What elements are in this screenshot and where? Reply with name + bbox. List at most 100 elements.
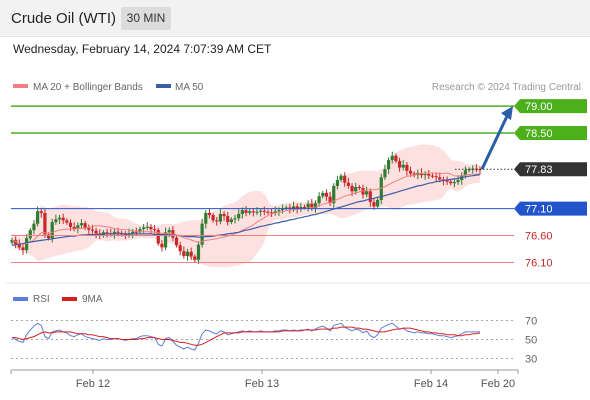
- candle-body: [226, 216, 230, 223]
- candle: [163, 227, 168, 251]
- candle: [28, 227, 32, 241]
- candle-body: [116, 231, 120, 233]
- candle: [412, 171, 416, 178]
- candle-body: [313, 203, 318, 209]
- candle: [94, 227, 98, 239]
- candle-body: [262, 210, 266, 212]
- candle-body: [87, 227, 91, 230]
- rsi-ma-legend-label: 9MA: [82, 294, 103, 305]
- candle: [259, 207, 263, 217]
- candle-body: [295, 206, 299, 209]
- candle-body: [302, 206, 307, 208]
- candle: [87, 224, 91, 234]
- candle-body: [174, 237, 179, 246]
- candle: [32, 220, 36, 235]
- candle-body: [306, 203, 310, 208]
- resistance-1-label: 78.50: [525, 128, 553, 140]
- candle-body: [17, 244, 21, 248]
- x-tick-label: Feb 20: [481, 378, 515, 390]
- candle: [251, 207, 255, 217]
- candle: [365, 186, 369, 198]
- candle-body: [200, 223, 204, 245]
- candle: [273, 206, 277, 216]
- candle-body: [346, 182, 350, 186]
- candle: [394, 153, 398, 164]
- candle: [434, 172, 438, 182]
- candle-body: [10, 239, 14, 243]
- candle-body: [467, 169, 471, 171]
- candle: [445, 176, 449, 186]
- candle: [218, 209, 223, 225]
- candle-body: [123, 234, 127, 236]
- timeframe-button[interactable]: 30 MIN: [121, 7, 171, 30]
- candle-body: [255, 211, 259, 213]
- last-price-level: 77.83: [455, 162, 587, 177]
- last-price-tag: [514, 162, 587, 177]
- candle: [430, 173, 435, 179]
- candle: [335, 175, 340, 190]
- candle: [61, 213, 65, 224]
- rsi-ma-legend-swatch: [62, 297, 77, 301]
- candle-body: [218, 213, 223, 222]
- candle-body: [68, 222, 73, 227]
- candle-body: [365, 191, 369, 195]
- candle: [65, 218, 69, 225]
- resistance-2-label: 79.00: [525, 101, 553, 113]
- candle-body: [291, 206, 296, 210]
- candle-body: [339, 175, 343, 180]
- bollinger-band: [12, 144, 480, 268]
- candle: [317, 192, 321, 207]
- header-bar: Crude Oil (WTI) 30 MIN: [0, 0, 590, 37]
- candle: [467, 167, 471, 173]
- candle-body: [149, 226, 153, 230]
- candle-body: [244, 210, 248, 213]
- candle-body: [456, 179, 460, 183]
- candle: [244, 206, 248, 217]
- candle-body: [419, 172, 424, 176]
- rsi-legend-label: RSI: [33, 294, 50, 305]
- candle-body: [193, 256, 197, 260]
- candle: [193, 254, 197, 262]
- candle-body: [401, 164, 405, 168]
- resistance-2-level: 79.00: [11, 99, 587, 114]
- candle: [240, 207, 244, 219]
- candle: [174, 235, 179, 248]
- candle: [79, 219, 84, 229]
- candle-body: [376, 199, 380, 207]
- candle: [178, 241, 182, 256]
- pivot-tag: [514, 201, 587, 216]
- candle: [200, 218, 204, 248]
- candle-body: [72, 226, 76, 229]
- candle-body: [328, 196, 332, 204]
- candle-body: [332, 185, 336, 204]
- candle-body: [196, 244, 201, 260]
- candle-body: [397, 161, 402, 168]
- rsi-line: [11, 322, 480, 351]
- candle-body: [412, 173, 416, 176]
- candle: [222, 211, 226, 221]
- candle: [372, 198, 376, 210]
- candle: [17, 239, 21, 251]
- candle: [368, 188, 372, 207]
- candle: [72, 222, 76, 232]
- instrument-title: Crude Oil (WTI): [11, 10, 116, 27]
- candle-body: [445, 180, 449, 182]
- candle-body: [211, 215, 215, 221]
- candle: [427, 169, 431, 180]
- candle-body: [452, 182, 457, 184]
- candle: [237, 209, 241, 222]
- candle: [43, 208, 47, 238]
- candle: [452, 178, 457, 188]
- candle: [76, 222, 80, 234]
- candle-body: [32, 223, 36, 231]
- price-chart: [10, 144, 482, 268]
- candle-body: [354, 187, 358, 192]
- candle-body: [237, 213, 241, 219]
- x-axis: Feb 12 Feb 13 Feb 14 Feb 20: [10, 370, 519, 390]
- forecast-arrow: [480, 106, 513, 170]
- candle-body: [28, 230, 32, 239]
- candle-body: [76, 225, 80, 229]
- candle: [207, 208, 212, 219]
- candle-body: [423, 174, 427, 176]
- candle: [262, 206, 266, 216]
